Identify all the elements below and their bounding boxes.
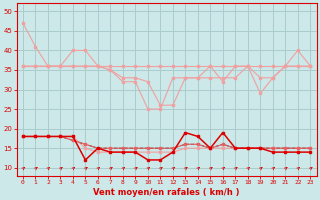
X-axis label: Vent moyen/en rafales ( km/h ): Vent moyen/en rafales ( km/h ) — [93, 188, 240, 197]
